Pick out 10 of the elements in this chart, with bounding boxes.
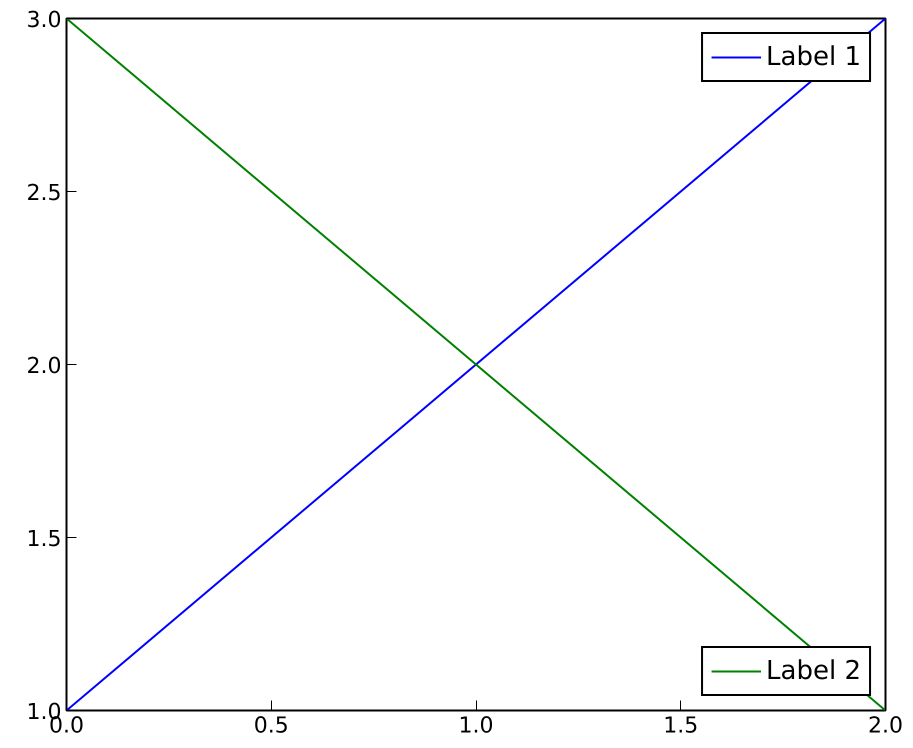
legend-label: Label 2: [766, 656, 861, 686]
y-tick-label: 3.0: [26, 8, 62, 33]
y-tick-label: 2.5: [26, 181, 62, 206]
y-tick-label: 1.5: [26, 527, 62, 552]
x-tick-label: 1.0: [458, 714, 494, 738]
legend-label: Label 1: [766, 42, 861, 72]
x-tick-label: 0.5: [254, 714, 289, 738]
x-tick-label: 1.5: [663, 714, 698, 738]
y-tick-label: 2.0: [26, 354, 62, 379]
x-tick-label: 2.0: [868, 714, 904, 738]
